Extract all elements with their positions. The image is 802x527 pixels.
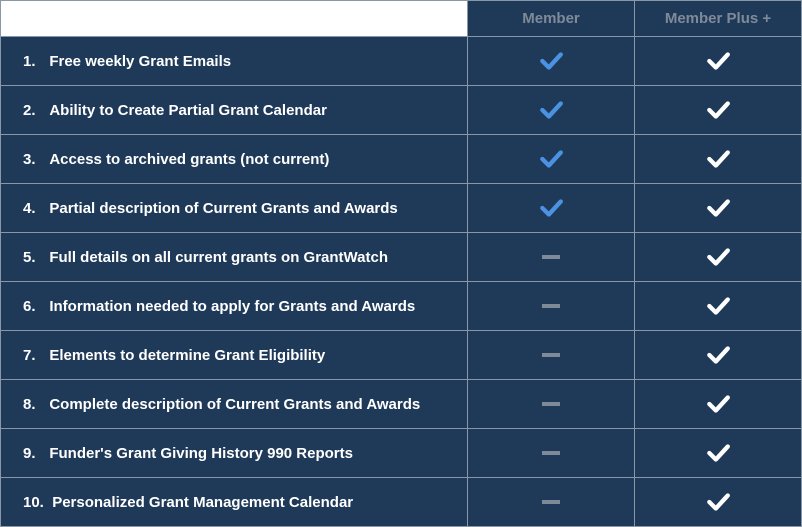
- feature-cell: 8. Complete description of Current Grant…: [1, 380, 468, 429]
- dash-icon: [542, 304, 560, 308]
- feature-number: 4.: [23, 200, 41, 217]
- member-cell: [468, 331, 635, 380]
- table-header-row: Member Member Plus +: [1, 1, 802, 37]
- check-icon: [705, 48, 731, 74]
- header-blank: [1, 1, 468, 37]
- dash-icon: [542, 255, 560, 259]
- feature-cell: 9. Funder's Grant Giving History 990 Rep…: [1, 429, 468, 478]
- member-cell: [468, 478, 635, 527]
- member-cell: [468, 135, 635, 184]
- member-plus-cell: [635, 331, 802, 380]
- feature-label: Free weekly Grant Emails: [49, 53, 231, 70]
- member-plus-cell: [635, 184, 802, 233]
- feature-label: Elements to determine Grant Eligibility: [49, 347, 325, 364]
- feature-cell: 6. Information needed to apply for Grant…: [1, 282, 468, 331]
- feature-number: 7.: [23, 347, 41, 364]
- feature-cell: 7. Elements to determine Grant Eligibili…: [1, 331, 468, 380]
- member-cell: [468, 37, 635, 86]
- feature-label: Complete description of Current Grants a…: [49, 396, 420, 413]
- feature-cell: 4. Partial description of Current Grants…: [1, 184, 468, 233]
- feature-cell: 2. Ability to Create Partial Grant Calen…: [1, 86, 468, 135]
- member-cell: [468, 184, 635, 233]
- member-plus-cell: [635, 37, 802, 86]
- feature-label: Partial description of Current Grants an…: [49, 200, 397, 217]
- feature-cell: 5. Full details on all current grants on…: [1, 233, 468, 282]
- member-cell: [468, 380, 635, 429]
- member-cell: [468, 86, 635, 135]
- check-icon: [705, 293, 731, 319]
- member-cell: [468, 282, 635, 331]
- feature-number: 2.: [23, 102, 41, 119]
- table-row: 5. Full details on all current grants on…: [1, 233, 802, 282]
- table-row: 10. Personalized Grant Management Calend…: [1, 478, 802, 527]
- dash-icon: [542, 402, 560, 406]
- check-icon: [705, 97, 731, 123]
- feature-number: 3.: [23, 151, 41, 168]
- member-cell: [468, 233, 635, 282]
- feature-label: Access to archived grants (not current): [49, 151, 329, 168]
- feature-number: 1.: [23, 53, 41, 70]
- dash-icon: [542, 451, 560, 455]
- feature-cell: 10. Personalized Grant Management Calend…: [1, 478, 468, 527]
- member-plus-cell: [635, 282, 802, 331]
- header-member: Member: [468, 1, 635, 37]
- table-row: 7. Elements to determine Grant Eligibili…: [1, 331, 802, 380]
- feature-cell: 3. Access to archived grants (not curren…: [1, 135, 468, 184]
- member-cell: [468, 429, 635, 478]
- check-icon: [538, 48, 564, 74]
- check-icon: [538, 195, 564, 221]
- feature-number: 6.: [23, 298, 41, 315]
- feature-label: Information needed to apply for Grants a…: [49, 298, 415, 315]
- table-row: 6. Information needed to apply for Grant…: [1, 282, 802, 331]
- check-icon: [705, 440, 731, 466]
- dash-icon: [542, 500, 560, 504]
- feature-number: 8.: [23, 396, 41, 413]
- table-row: 1. Free weekly Grant Emails: [1, 37, 802, 86]
- table-row: 3. Access to archived grants (not curren…: [1, 135, 802, 184]
- table-row: 2. Ability to Create Partial Grant Calen…: [1, 86, 802, 135]
- check-icon: [538, 97, 564, 123]
- check-icon: [705, 342, 731, 368]
- member-plus-cell: [635, 233, 802, 282]
- table-row: 8. Complete description of Current Grant…: [1, 380, 802, 429]
- feature-cell: 1. Free weekly Grant Emails: [1, 37, 468, 86]
- check-icon: [705, 146, 731, 172]
- member-plus-cell: [635, 429, 802, 478]
- member-plus-cell: [635, 478, 802, 527]
- table-row: 9. Funder's Grant Giving History 990 Rep…: [1, 429, 802, 478]
- dash-icon: [542, 353, 560, 357]
- feature-label: Full details on all current grants on Gr…: [49, 249, 388, 266]
- feature-number: 10.: [23, 494, 44, 511]
- comparison-table: Member Member Plus + 1. Free weekly Gran…: [0, 0, 802, 527]
- check-icon: [538, 146, 564, 172]
- check-icon: [705, 489, 731, 515]
- check-icon: [705, 195, 731, 221]
- feature-label: Personalized Grant Management Calendar: [52, 494, 353, 511]
- feature-label: Ability to Create Partial Grant Calendar: [49, 102, 327, 119]
- member-plus-cell: [635, 86, 802, 135]
- check-icon: [705, 244, 731, 270]
- feature-number: 9.: [23, 445, 41, 462]
- check-icon: [705, 391, 731, 417]
- member-plus-cell: [635, 380, 802, 429]
- table-row: 4. Partial description of Current Grants…: [1, 184, 802, 233]
- member-plus-cell: [635, 135, 802, 184]
- feature-number: 5.: [23, 249, 41, 266]
- feature-label: Funder's Grant Giving History 990 Report…: [49, 445, 353, 462]
- header-member-plus: Member Plus +: [635, 1, 802, 37]
